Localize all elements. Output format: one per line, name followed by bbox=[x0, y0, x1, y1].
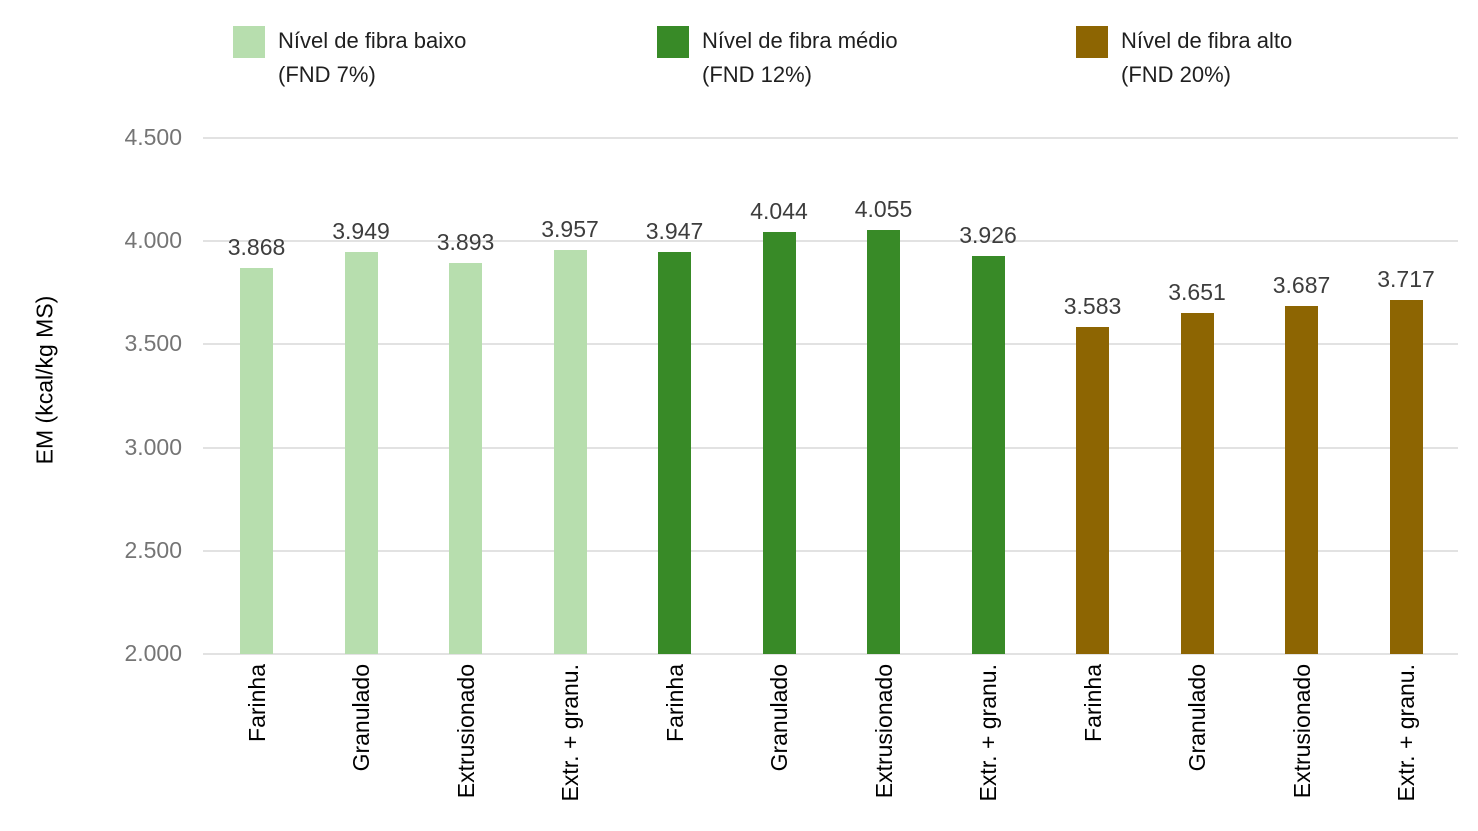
bar-value-label: 3.717 bbox=[1377, 265, 1435, 292]
gridline bbox=[203, 343, 1458, 346]
x-tick-label: Extrusionado bbox=[870, 664, 897, 799]
x-tick-label: Farinha bbox=[243, 664, 270, 742]
gridline bbox=[203, 549, 1458, 552]
bar bbox=[1180, 313, 1214, 654]
bar-value-label: 3.687 bbox=[1272, 271, 1331, 298]
x-tick-label: Extrusionado bbox=[1288, 664, 1315, 799]
legend-label-line1: Nível de fibra alto bbox=[1121, 28, 1293, 53]
x-tick-label: Granulado bbox=[1184, 664, 1210, 772]
x-tick-label: Farinha bbox=[661, 664, 688, 742]
bar bbox=[344, 251, 378, 654]
legend-label: Nível de fibra alto (FND 20%) bbox=[1121, 24, 1292, 92]
gridline bbox=[203, 446, 1458, 449]
bar bbox=[553, 250, 587, 654]
gridline bbox=[203, 137, 1458, 139]
x-tick-label: Extr. + granu. bbox=[557, 664, 583, 802]
y-tick-label: 2.500 bbox=[124, 536, 182, 563]
x-tick-label: Extr. + granu. bbox=[975, 664, 1001, 802]
bar bbox=[1076, 327, 1109, 654]
bar-value-label: 3.926 bbox=[959, 222, 1017, 249]
bar bbox=[1285, 305, 1318, 654]
y-tick-label: 4.000 bbox=[124, 227, 182, 254]
legend-swatch bbox=[1076, 26, 1108, 58]
bar-value-label: 3.651 bbox=[1168, 279, 1226, 306]
legend-label-line1: Nível de fibra baixo bbox=[278, 28, 467, 53]
y-tick-label: 2.000 bbox=[124, 640, 182, 666]
gridline bbox=[203, 240, 1458, 243]
bar bbox=[762, 232, 796, 654]
bar bbox=[971, 256, 1005, 654]
x-tick-label: Extrusionado bbox=[452, 664, 479, 799]
y-tick-label: 4.500 bbox=[124, 124, 182, 150]
gridline bbox=[203, 653, 1458, 655]
bar-value-label: 3.949 bbox=[332, 217, 390, 244]
bar-value-label: 4.055 bbox=[854, 195, 913, 222]
bar-value-label: 3.947 bbox=[645, 218, 704, 245]
legend-item: Nível de fibra alto (FND 20%) bbox=[1076, 24, 1292, 92]
bar bbox=[240, 268, 273, 654]
legend-swatch bbox=[233, 26, 265, 58]
x-tick-label: Extr. + granu. bbox=[1393, 664, 1419, 802]
legend-label-line2: (FND 7%) bbox=[278, 62, 376, 87]
bar bbox=[658, 252, 691, 654]
legend-label-line1: Nível de fibra médio bbox=[702, 28, 898, 53]
legend-label-line2: (FND 20%) bbox=[1121, 62, 1232, 87]
legend-swatch bbox=[657, 26, 689, 58]
legend-label-line2: (FND 12%) bbox=[702, 62, 813, 87]
bar-value-label: 3.893 bbox=[436, 229, 495, 256]
x-tick-label: Farinha bbox=[1079, 664, 1106, 742]
bar-value-label: 4.044 bbox=[750, 198, 808, 225]
legend-item: Nível de fibra médio (FND 12%) bbox=[657, 24, 898, 92]
bar bbox=[1389, 299, 1423, 654]
x-tick-label: Granulado bbox=[348, 664, 374, 772]
plot-area: 3.868 3.949 3.893 3.957 3.947 4.044 4.055 3.926… bbox=[203, 137, 1458, 655]
bar-value-label: 3.868 bbox=[227, 234, 286, 261]
bar bbox=[449, 263, 482, 654]
legend-item: Nível de fibra baixo (FND 7%) bbox=[233, 24, 466, 92]
bar-value-label: 3.583 bbox=[1063, 293, 1122, 320]
bar-value-label: 3.957 bbox=[541, 216, 599, 243]
legend-label: Nível de fibra baixo (FND 7%) bbox=[278, 24, 466, 92]
y-tick-label: 3.000 bbox=[124, 433, 182, 460]
x-tick-label: Granulado bbox=[766, 664, 792, 772]
bar bbox=[867, 229, 900, 654]
y-tick-label: 3.500 bbox=[124, 330, 182, 357]
legend-label: Nível de fibra médio (FND 12%) bbox=[702, 24, 898, 92]
